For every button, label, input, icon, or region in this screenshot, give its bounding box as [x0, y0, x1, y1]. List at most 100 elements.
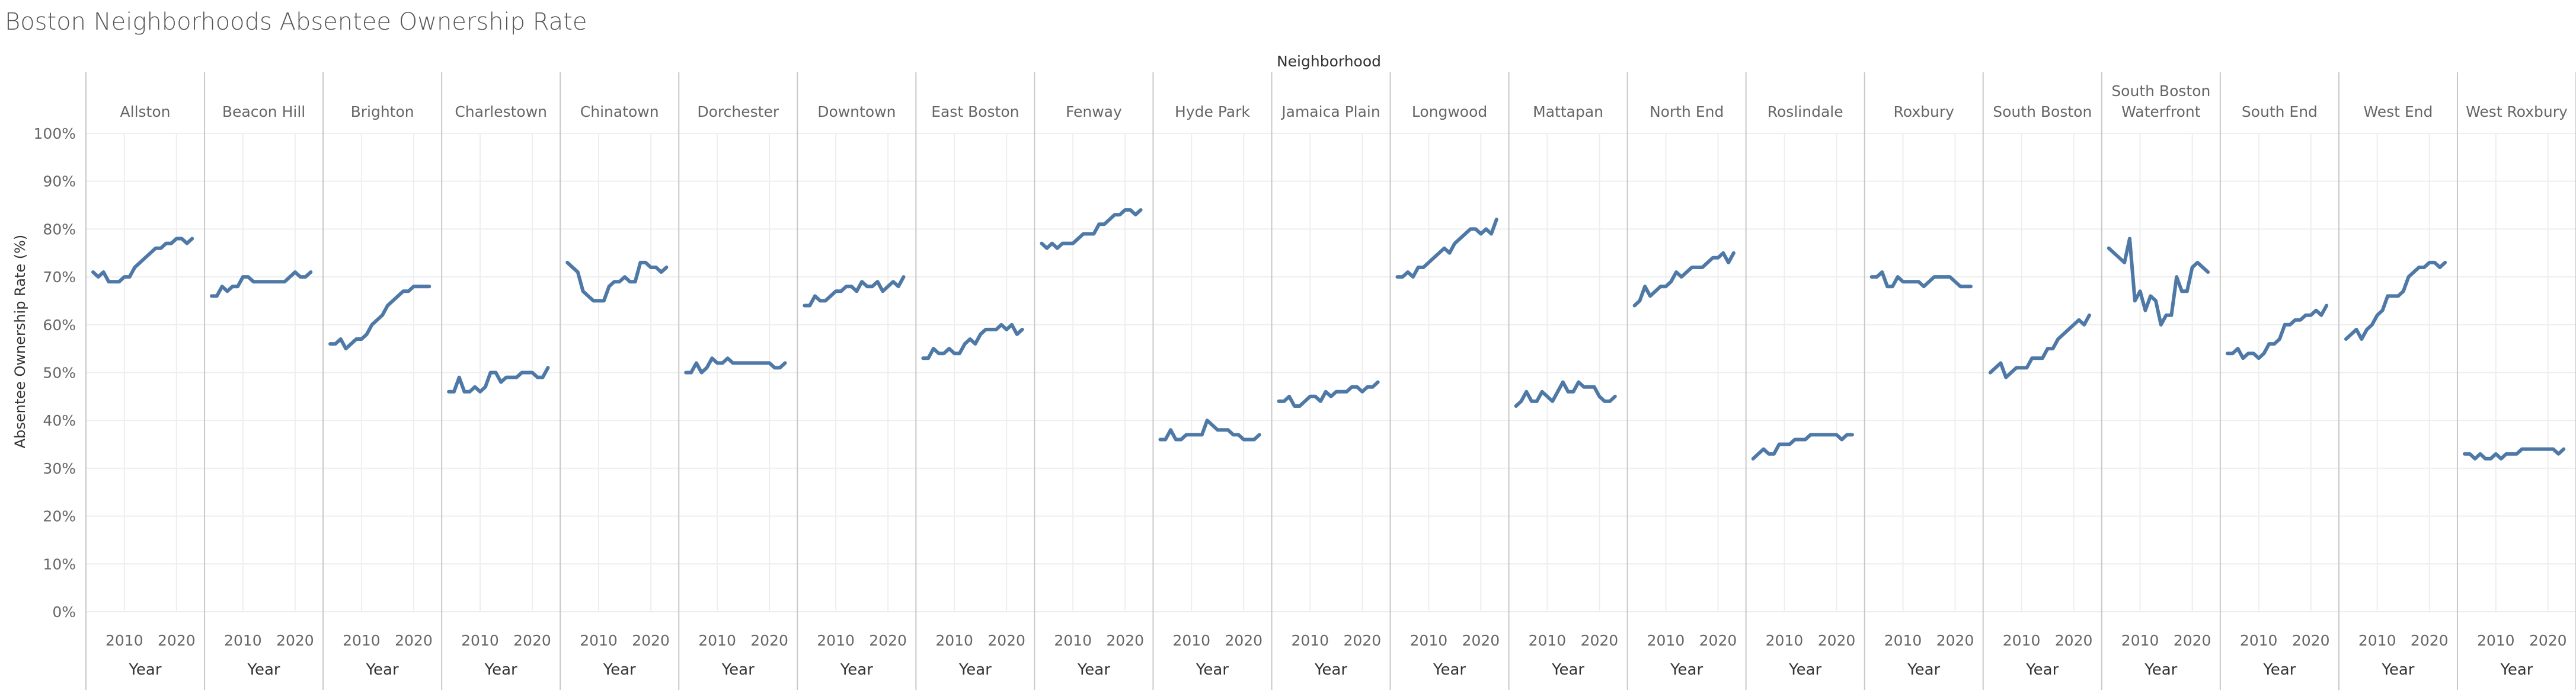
panel-longwood: Longwood 2010 2020 Year: [1395, 103, 1500, 679]
x-tick-label: 2020: [1818, 632, 1856, 649]
series-line: [921, 322, 1024, 360]
x-tick-label: 2010: [461, 632, 499, 649]
series-line: [210, 270, 313, 298]
series-line: [1751, 433, 1854, 461]
x-tick-label: 2010: [1766, 632, 1804, 649]
panel-header: Charlestown: [455, 103, 547, 120]
x-tick-label: 2020: [1106, 632, 1144, 649]
x-tick-label: 2020: [632, 632, 670, 649]
panel-charlestown: Charlestown 2010 2020 Year: [447, 103, 551, 679]
x-tick-label: 2020: [1936, 632, 1974, 649]
x-tick-label: 2020: [395, 632, 433, 649]
series-line: [565, 260, 669, 303]
panel-roxbury: Roxbury 2010 2020 Year: [1869, 103, 1974, 679]
x-axis-title: Year: [2025, 661, 2059, 679]
x-tick-label: 2020: [276, 632, 314, 649]
series-line: [2225, 304, 2329, 360]
x-tick-label: 2010: [2477, 632, 2515, 649]
x-tick-label: 2010: [698, 632, 736, 649]
y-tick-label: 90%: [43, 173, 76, 190]
x-tick-label: 2010: [106, 632, 143, 649]
panel-roslindale: Roslindale 2010 2020 Year: [1751, 103, 1856, 679]
x-axis-title: Year: [247, 661, 280, 679]
y-tick-label: 20%: [43, 508, 76, 525]
x-tick-label: 2020: [2411, 632, 2449, 649]
series-line: [2107, 237, 2210, 327]
panel-beacon-hill: Beacon Hill 2010 2020 Year: [210, 103, 314, 679]
panel-header: Roxbury: [1894, 103, 1955, 120]
x-axis-title: Year: [1670, 661, 1703, 679]
x-tick-label: 2020: [2529, 632, 2567, 649]
x-tick-label: 2010: [1410, 632, 1448, 649]
panel-dividers: [85, 72, 2576, 690]
panel-header: Downtown: [817, 103, 896, 120]
x-tick-label: 2010: [224, 632, 262, 649]
y-tick-label: 0%: [52, 603, 76, 621]
panel-south-boston-waterfront: South Boston Waterfront 2010 2020 Year: [2107, 82, 2211, 679]
panel-header: East Boston: [931, 103, 1019, 120]
x-tick-label: 2010: [2121, 632, 2159, 649]
panel-header: North End: [1650, 103, 1724, 120]
y-tick-label: 70%: [43, 269, 76, 286]
x-axis-title: Year: [129, 661, 162, 679]
panel-header: Chinatown: [580, 103, 659, 120]
x-axis-title: Year: [484, 661, 517, 679]
gridlines: [86, 133, 2576, 612]
x-axis-title: Year: [2381, 661, 2414, 679]
x-tick-label: 2010: [343, 632, 381, 649]
panel-north-end: North End 2010 2020 Year: [1632, 103, 1737, 679]
x-tick-label: 2010: [2240, 632, 2278, 649]
y-tick-label: 100%: [34, 125, 76, 142]
y-axis-title: Absentee Ownership Rate (%): [12, 235, 28, 449]
x-tick-label: 2020: [869, 632, 907, 649]
panel-header: Longwood: [1412, 103, 1487, 120]
x-tick-label: 2010: [1172, 632, 1210, 649]
x-axis-title: Year: [1196, 661, 1229, 679]
panel-hyde-park: Hyde Park 2010 2020 Year: [1158, 103, 1263, 679]
x-tick-label: 2010: [1647, 632, 1685, 649]
x-axis-title: Year: [1788, 661, 1821, 679]
panel-header: Fenway: [1066, 103, 1122, 120]
series-line: [2344, 260, 2447, 341]
panel-chinatown: Chinatown 2010 2020 Year: [565, 103, 670, 679]
panel-header: Dorchester: [697, 103, 779, 120]
x-tick-label: 2020: [987, 632, 1025, 649]
series-line: [1869, 270, 1973, 289]
x-axis-title: Year: [603, 661, 636, 679]
x-tick-label: 2020: [1462, 632, 1500, 649]
panel-west-roxbury: West Roxbury 2010 2020 Year: [2463, 103, 2568, 679]
panel-downtown: Downtown 2010 2020 Year: [803, 103, 907, 679]
y-tick-label: 80%: [43, 221, 76, 238]
series-line: [2463, 447, 2566, 461]
panel-brighton: Brighton 2010 2020 Year: [328, 103, 433, 679]
x-axis-title: Year: [1077, 661, 1110, 679]
x-tick-label: 2010: [1054, 632, 1092, 649]
y-tick-label: 10%: [43, 555, 76, 573]
panel-header: Allston: [120, 103, 171, 120]
series-line: [684, 356, 787, 375]
panel-west-end: West End 2010 2020 Year: [2344, 103, 2449, 679]
panel-dorchester: Dorchester 2010 2020 Year: [684, 103, 788, 679]
x-axis-title: Year: [958, 661, 992, 679]
panel-header: West Roxbury: [2466, 103, 2568, 120]
series-line: [328, 285, 432, 351]
x-axis-title: Year: [1314, 661, 1347, 679]
x-tick-label: 2020: [1699, 632, 1737, 649]
x-tick-label: 2010: [1529, 632, 1567, 649]
x-axis-title: Year: [840, 661, 873, 679]
x-tick-label: 2020: [2292, 632, 2330, 649]
y-axis: 100% 90% 80% 70% 60% 50% 40% 30% 20% 10% 0%: [34, 125, 76, 621]
series-line: [1158, 419, 1261, 442]
y-tick-label: 60%: [43, 317, 76, 334]
x-axis-title: Year: [2262, 661, 2296, 679]
panel-header: West End: [2363, 103, 2433, 120]
x-tick-label: 2010: [1291, 632, 1329, 649]
x-tick-label: 2020: [1225, 632, 1263, 649]
series-line: [1040, 208, 1143, 250]
panel-header: South Boston Waterfront: [2111, 82, 2210, 120]
x-axis-title: Year: [1433, 661, 1466, 679]
panel-east-boston: East Boston 2010 2020 Year: [921, 103, 1025, 679]
panel-south-boston: South Boston 2010 2020 Year: [1988, 103, 2092, 679]
y-tick-label: 30%: [43, 460, 76, 477]
